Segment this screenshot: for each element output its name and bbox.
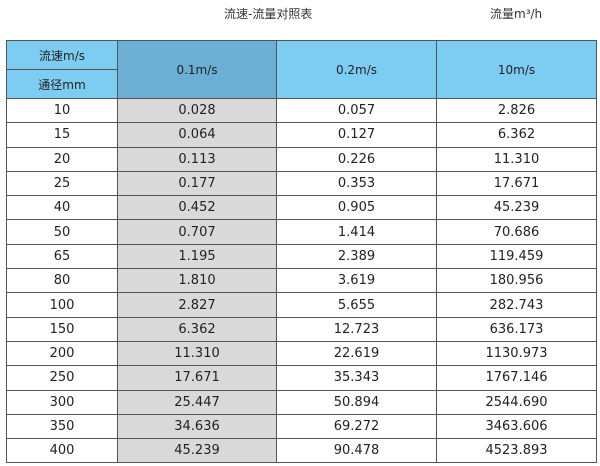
diameter-header: 通径mm bbox=[6, 69, 118, 99]
flow-cell: 636.173 bbox=[436, 316, 597, 342]
velocity-header: 流速m/s bbox=[6, 40, 118, 70]
table-row: 300 25.447 50.894 2544.690 bbox=[6, 389, 597, 415]
flow-cell: 1130.973 bbox=[436, 340, 597, 367]
flow-cell: 0.113 bbox=[117, 146, 277, 172]
flow-cell: 90.478 bbox=[276, 438, 437, 464]
diameter-cell: 350 bbox=[6, 413, 118, 440]
table-row: 50 0.707 1.414 70.686 bbox=[6, 219, 597, 245]
flow-cell: 0.226 bbox=[276, 146, 437, 172]
flow-cell: 45.239 bbox=[436, 195, 597, 221]
flow-cell: 3.619 bbox=[276, 268, 437, 294]
flow-table: 流速m/s 0.1m/s 0.2m/s 10m/s 通径mm 10 0.028 0.… bbox=[6, 40, 597, 464]
diameter-cell: 200 bbox=[6, 340, 118, 367]
flow-cell: 0.028 bbox=[117, 97, 277, 124]
flow-cell: 180.956 bbox=[436, 268, 597, 294]
flow-cell: 17.671 bbox=[436, 170, 597, 197]
diameter-cell: 50 bbox=[6, 219, 118, 245]
table-row: 350 34.636 69.272 3463.606 bbox=[6, 413, 597, 440]
flow-cell: 2.389 bbox=[276, 243, 437, 270]
table-row: 15 0.064 0.127 6.362 bbox=[6, 122, 597, 148]
flow-cell: 282.743 bbox=[436, 292, 597, 318]
flow-cell: 6.362 bbox=[117, 316, 277, 342]
flow-cell: 22.619 bbox=[276, 340, 437, 367]
flow-cell: 3463.606 bbox=[436, 413, 597, 440]
flow-cell: 0.452 bbox=[117, 195, 277, 221]
table-row: 400 45.239 90.478 4523.893 bbox=[6, 438, 597, 464]
table-row: 250 17.671 35.343 1767.146 bbox=[6, 365, 597, 391]
column-header-10: 10m/s bbox=[436, 40, 597, 99]
flow-cell: 1.195 bbox=[117, 243, 277, 270]
flow-cell: 2.827 bbox=[117, 292, 277, 318]
diameter-cell: 65 bbox=[6, 243, 118, 270]
flow-cell: 4523.893 bbox=[436, 438, 597, 464]
diameter-cell: 400 bbox=[6, 438, 118, 464]
flow-cell: 11.310 bbox=[117, 340, 277, 367]
table-row: 200 11.310 22.619 1130.973 bbox=[6, 340, 597, 367]
flow-cell: 6.362 bbox=[436, 122, 597, 148]
table-row: 20 0.113 0.226 11.310 bbox=[6, 146, 597, 172]
diameter-cell: 300 bbox=[6, 389, 118, 415]
diameter-cell: 150 bbox=[6, 316, 118, 342]
table-row: 100 2.827 5.655 282.743 bbox=[6, 292, 597, 318]
flow-cell: 69.272 bbox=[276, 413, 437, 440]
table-title: 流速-流量对照表 bbox=[224, 7, 313, 21]
flow-cell: 0.353 bbox=[276, 170, 437, 197]
diameter-cell: 15 bbox=[6, 122, 118, 148]
table-row: 40 0.452 0.905 45.239 bbox=[6, 195, 597, 221]
diameter-cell: 25 bbox=[6, 170, 118, 197]
flow-cell: 0.057 bbox=[276, 97, 437, 124]
flow-cell: 50.894 bbox=[276, 389, 437, 415]
table-row: 65 1.195 2.389 119.459 bbox=[6, 243, 597, 270]
diameter-cell: 250 bbox=[6, 365, 118, 391]
unit-label: 流量m³/h bbox=[490, 7, 543, 21]
diameter-cell: 40 bbox=[6, 195, 118, 221]
flow-cell: 1.810 bbox=[117, 268, 277, 294]
table-row: 150 6.362 12.723 636.173 bbox=[6, 316, 597, 342]
diameter-cell: 20 bbox=[6, 146, 118, 172]
flow-cell: 2544.690 bbox=[436, 389, 597, 415]
diameter-cell: 10 bbox=[6, 97, 118, 124]
flow-cell: 70.686 bbox=[436, 219, 597, 245]
table-row: 10 0.028 0.057 2.826 bbox=[6, 97, 597, 124]
column-header-0.1: 0.1m/s bbox=[117, 40, 277, 99]
flow-cell: 119.459 bbox=[436, 243, 597, 270]
flow-cell: 0.707 bbox=[117, 219, 277, 245]
flow-cell: 5.655 bbox=[276, 292, 437, 318]
flow-cell: 35.343 bbox=[276, 365, 437, 391]
flow-cell: 0.905 bbox=[276, 195, 437, 221]
diameter-cell: 100 bbox=[6, 292, 118, 318]
diameter-cell: 80 bbox=[6, 268, 118, 294]
flow-cell: 17.671 bbox=[117, 365, 277, 391]
flow-cell: 0.127 bbox=[276, 122, 437, 148]
column-header-0.2: 0.2m/s bbox=[276, 40, 437, 99]
flow-cell: 34.636 bbox=[117, 413, 277, 440]
flow-cell: 2.826 bbox=[436, 97, 597, 124]
flow-cell: 12.723 bbox=[276, 316, 437, 342]
table-row: 80 1.810 3.619 180.956 bbox=[6, 268, 597, 294]
flow-cell: 1.414 bbox=[276, 219, 437, 245]
flow-cell: 0.064 bbox=[117, 122, 277, 148]
flow-cell: 45.239 bbox=[117, 438, 277, 464]
flow-cell: 0.177 bbox=[117, 170, 277, 197]
flow-cell: 11.310 bbox=[436, 146, 597, 172]
flow-cell: 1767.146 bbox=[436, 365, 597, 391]
table-row: 25 0.177 0.353 17.671 bbox=[6, 170, 597, 197]
flow-cell: 25.447 bbox=[117, 389, 277, 415]
